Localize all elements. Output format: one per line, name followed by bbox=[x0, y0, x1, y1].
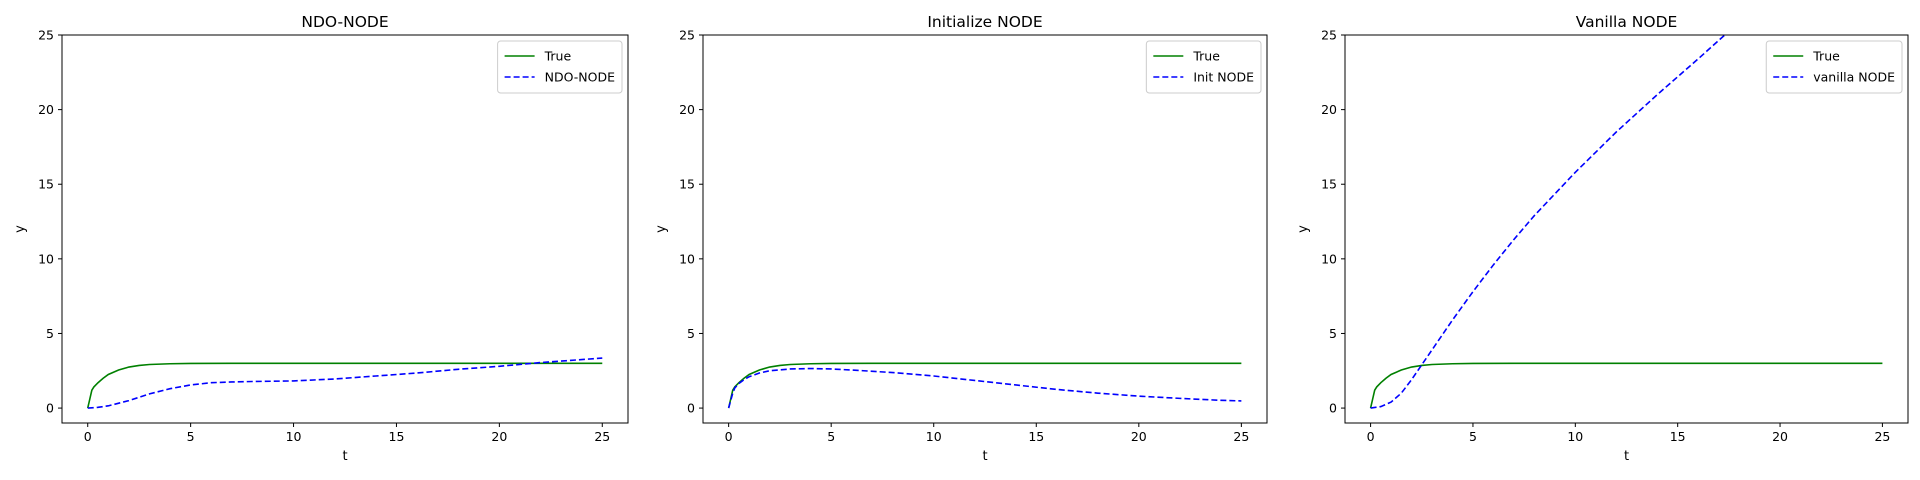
y-tick-label: 0 bbox=[687, 401, 695, 416]
y-tick-label: 15 bbox=[1321, 177, 1337, 192]
x-axis-label: t bbox=[342, 449, 347, 464]
x-tick-label: 0 bbox=[84, 429, 92, 444]
axes-frame bbox=[702, 34, 1268, 424]
y-tick-label: 20 bbox=[679, 102, 695, 117]
y-tick-label: 25 bbox=[679, 28, 695, 43]
x-tick-label: 15 bbox=[1028, 429, 1044, 444]
x-tick-label: 10 bbox=[286, 429, 302, 444]
x-tick-label: 5 bbox=[187, 429, 195, 444]
y-tick-label: 5 bbox=[46, 326, 54, 341]
chart-title: NDO-NODE bbox=[301, 13, 388, 31]
y-axis-label: y bbox=[1296, 225, 1311, 233]
x-tick-label: 5 bbox=[827, 429, 835, 444]
x-tick-label: 25 bbox=[1874, 429, 1890, 444]
x-tick-label: 0 bbox=[1367, 429, 1375, 444]
series-line-true bbox=[727, 362, 1242, 409]
subplot-initialize-node: 0 5 10 15 20 25 0 5 10 15 20 25 Initialize NODE t y Tru… bbox=[654, 13, 1268, 464]
subplot-vanilla-node: 0 5 10 15 20 25 0 5 10 15 20 25 Vanilla NODE t y True va… bbox=[1296, 13, 1909, 464]
y-tick-label: 20 bbox=[1321, 102, 1337, 117]
y-tick-label: 0 bbox=[1329, 401, 1337, 416]
x-tick-label: 0 bbox=[725, 429, 733, 444]
y-tick-label: 5 bbox=[1329, 326, 1337, 341]
legend-label-true: True bbox=[1812, 49, 1840, 64]
y-tick-label: 10 bbox=[38, 251, 54, 266]
x-tick-label: 25 bbox=[594, 429, 610, 444]
legend-label-true: True bbox=[1192, 49, 1220, 64]
legend-label-true: True bbox=[544, 49, 572, 64]
x-tick-label: 20 bbox=[491, 429, 507, 444]
y-tick-label: 5 bbox=[687, 326, 695, 341]
y-tick-label: 10 bbox=[1321, 251, 1337, 266]
axes-frame bbox=[61, 34, 629, 424]
x-tick-label: 10 bbox=[926, 429, 942, 444]
series-group bbox=[727, 362, 1242, 409]
legend-box bbox=[1145, 40, 1262, 94]
y-tick-label: 0 bbox=[46, 401, 54, 416]
legend: True Init NODE bbox=[1145, 40, 1262, 94]
x-tick-label: 5 bbox=[1469, 429, 1477, 444]
x-tick-label: 25 bbox=[1233, 429, 1249, 444]
legend: True vanilla NODE bbox=[1765, 40, 1903, 94]
y-tick-label: 25 bbox=[1321, 28, 1337, 43]
y-tick-label: 15 bbox=[679, 177, 695, 192]
legend-label-ndo-node: NDO-NODE bbox=[545, 70, 615, 85]
legend-label-init-node: Init NODE bbox=[1193, 70, 1254, 85]
legend-box bbox=[497, 40, 623, 94]
x-tick-label: 10 bbox=[1567, 429, 1583, 444]
series-line-init-node bbox=[727, 367, 1242, 409]
axes-frame bbox=[1344, 34, 1909, 424]
x-axis-label: t bbox=[982, 449, 987, 464]
series-group bbox=[1369, 35, 1883, 409]
y-axis-label: y bbox=[13, 225, 28, 233]
x-axis-label: t bbox=[1624, 449, 1629, 464]
x-tick-label: 20 bbox=[1772, 429, 1788, 444]
series-line-vanilla-node bbox=[1370, 35, 1726, 409]
y-tick-label: 20 bbox=[38, 102, 54, 117]
series-line-true bbox=[1369, 362, 1883, 409]
x-tick-label: 15 bbox=[1670, 429, 1686, 444]
x-tick-label: 15 bbox=[389, 429, 405, 444]
y-axis-label: y bbox=[654, 225, 669, 233]
series-line-true bbox=[86, 362, 603, 409]
x-tick-label: 20 bbox=[1131, 429, 1147, 444]
y-tick-label: 15 bbox=[38, 177, 54, 192]
y-tick-label: 25 bbox=[38, 28, 54, 43]
y-tick-label: 10 bbox=[679, 251, 695, 266]
legend-label-vanilla-node: vanilla NODE bbox=[1813, 70, 1895, 85]
subplot-ndo-node: 0 5 10 15 20 25 0 5 10 15 20 25 NDO-NODE t y True NDO-NO… bbox=[13, 13, 629, 464]
legend: True NDO-NODE bbox=[497, 40, 623, 94]
legend-box bbox=[1765, 40, 1903, 94]
chart-title: Initialize NODE bbox=[927, 13, 1042, 31]
series-group bbox=[86, 357, 603, 409]
chart-title: Vanilla NODE bbox=[1576, 13, 1678, 31]
series-line-ndo-node bbox=[87, 357, 603, 409]
